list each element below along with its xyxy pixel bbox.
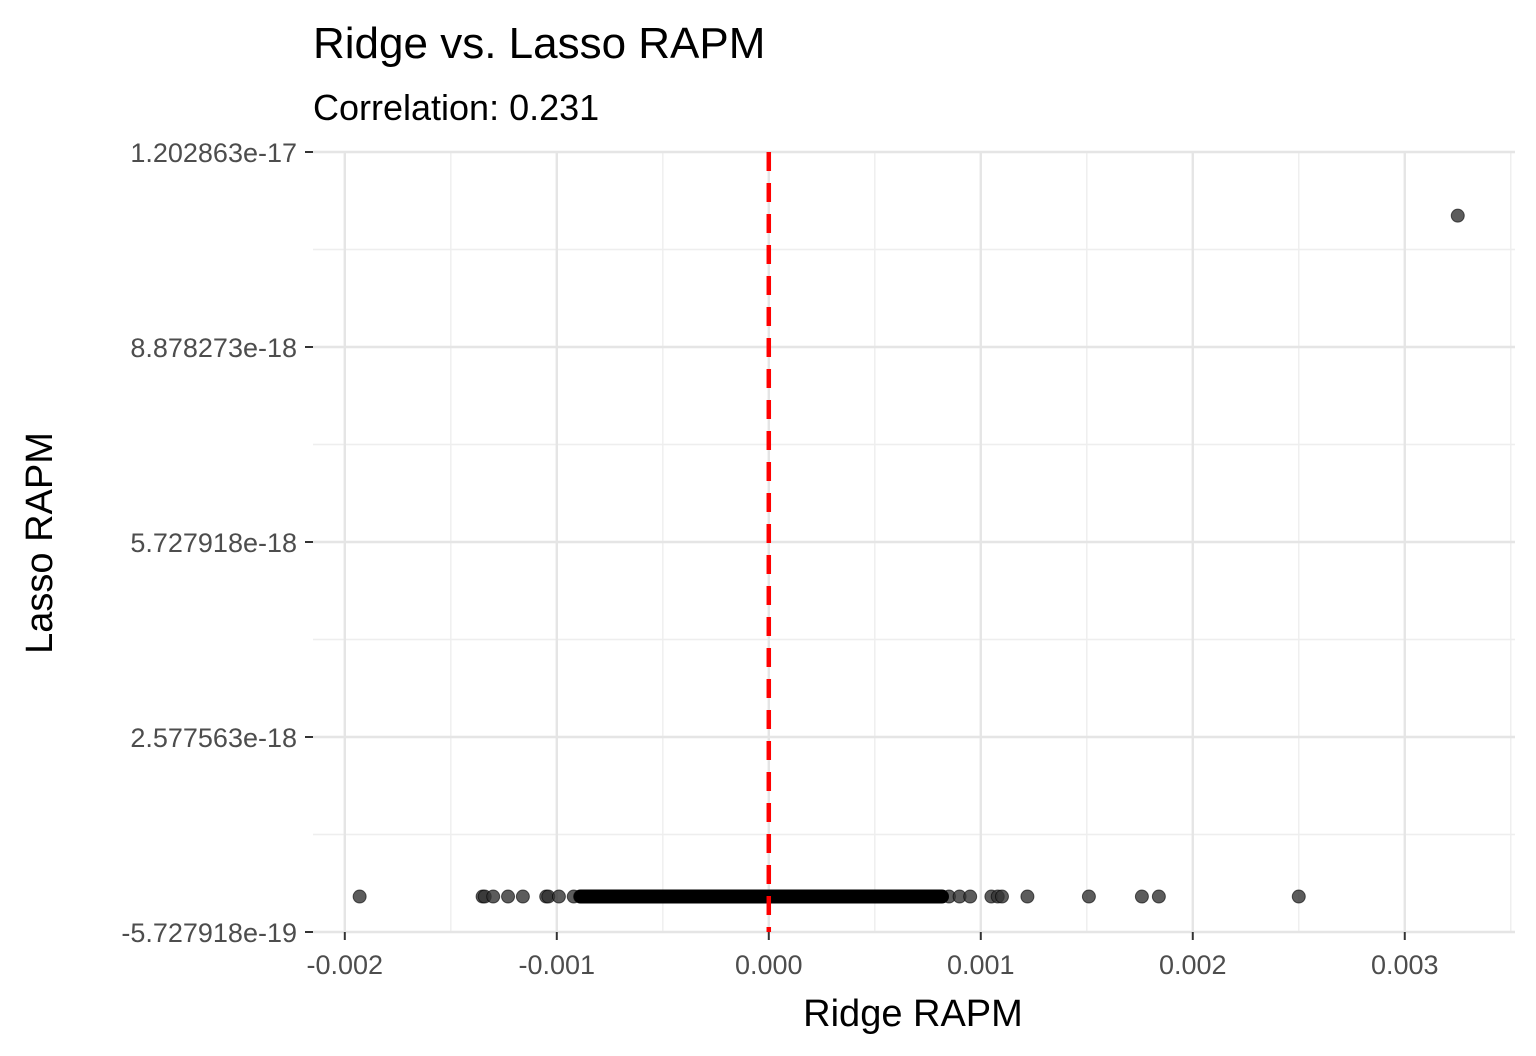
data-point <box>1291 889 1306 904</box>
grid <box>313 150 1515 934</box>
y-axis-ticks: -5.727918e-19 2.577563e-18 5.727918e-18 8.8… <box>121 138 313 948</box>
data-point <box>501 889 516 904</box>
y-tick-label: 8.878273e-18 <box>130 333 297 363</box>
data-point <box>515 889 530 904</box>
y-tick-label: 2.577563e-18 <box>130 723 297 753</box>
data-point <box>1134 889 1149 904</box>
x-tick-label: 0.001 <box>947 950 1015 980</box>
y-tick-label: 5.727918e-18 <box>130 528 297 558</box>
x-tick-label: 0.002 <box>1159 950 1227 980</box>
x-axis-ticks: -0.002 -0.001 0.000 0.001 0.002 0.003 <box>307 932 1439 980</box>
data-point <box>1020 889 1035 904</box>
data-point <box>551 889 566 904</box>
x-tick-label: -0.002 <box>307 950 384 980</box>
data-point <box>352 889 367 904</box>
data-point <box>994 889 1009 904</box>
x-tick-label: -0.001 <box>519 950 596 980</box>
data-point <box>1151 889 1166 904</box>
y-tick-label: 1.202863e-17 <box>130 138 297 168</box>
y-tick-label: -5.727918e-19 <box>121 918 297 948</box>
chart-title: Ridge vs. Lasso RAPM <box>313 19 765 68</box>
x-tick-label: 0.000 <box>735 950 803 980</box>
y-axis-title: Lasso RAPM <box>19 432 61 654</box>
data-point <box>963 889 978 904</box>
dense-point-cluster <box>573 889 949 904</box>
chart-subtitle: Correlation: 0.231 <box>313 87 599 128</box>
data-point <box>1081 889 1096 904</box>
data-point <box>486 889 501 904</box>
data-point <box>1450 208 1465 223</box>
x-tick-label: 0.003 <box>1371 950 1439 980</box>
points <box>352 208 1465 904</box>
x-axis-title: Ridge RAPM <box>803 993 1023 1035</box>
